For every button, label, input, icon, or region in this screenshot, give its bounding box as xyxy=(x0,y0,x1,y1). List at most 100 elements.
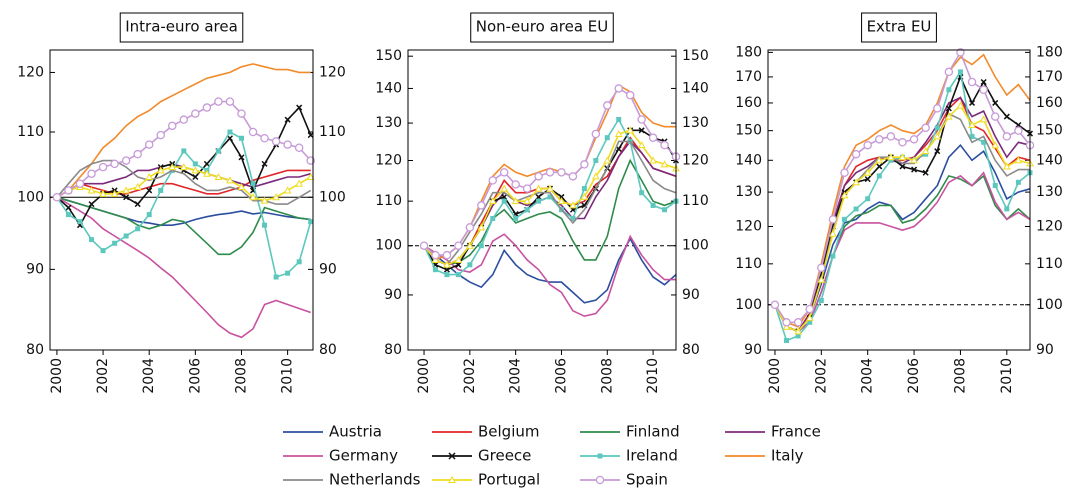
marker xyxy=(307,132,314,139)
legend-label: Ireland xyxy=(626,447,678,465)
marker xyxy=(134,201,141,208)
marker xyxy=(144,140,154,149)
marker xyxy=(637,141,646,149)
marker xyxy=(648,133,658,142)
marker xyxy=(921,123,930,133)
marker xyxy=(545,168,555,177)
marker xyxy=(249,193,257,201)
marker xyxy=(795,333,801,339)
marker xyxy=(1014,156,1023,164)
marker xyxy=(75,179,85,188)
marker xyxy=(614,84,623,93)
marker xyxy=(782,318,791,327)
y-tick-label-right: 180 xyxy=(1036,44,1063,60)
marker xyxy=(818,297,824,303)
marker xyxy=(52,193,62,202)
title-box xyxy=(470,12,614,43)
title-box xyxy=(119,12,244,43)
legend-label: Austria xyxy=(329,423,382,441)
marker xyxy=(488,176,498,185)
marker xyxy=(295,179,304,187)
marker xyxy=(979,115,988,123)
y-tick-label-right: 100 xyxy=(682,238,709,254)
x-tick-label: 2000 xyxy=(416,358,432,394)
marker xyxy=(285,270,291,276)
series-line xyxy=(56,169,311,198)
y-tick-label: 110 xyxy=(17,124,44,140)
marker xyxy=(829,229,837,237)
y-tick-label-right: 80 xyxy=(319,342,337,358)
y-tick-label-right: 130 xyxy=(682,115,709,131)
series-line xyxy=(423,158,677,266)
y-tick-label: 120 xyxy=(375,152,402,168)
marker xyxy=(1015,179,1021,185)
series-line xyxy=(56,196,311,256)
marker xyxy=(226,176,234,184)
marker xyxy=(202,103,212,112)
x-tick-label: 2004 xyxy=(860,358,876,394)
marker xyxy=(158,187,164,193)
marker xyxy=(593,157,599,163)
marker xyxy=(639,190,645,196)
marker xyxy=(87,186,96,194)
y-tick-label: 120 xyxy=(735,218,762,234)
series-line xyxy=(423,233,676,318)
y-tick-label: 160 xyxy=(735,95,762,111)
marker xyxy=(968,120,976,128)
marker xyxy=(921,147,930,155)
y-tick-label: 150 xyxy=(735,123,762,139)
marker xyxy=(523,197,531,205)
marker xyxy=(547,194,553,200)
marker xyxy=(467,262,473,268)
marker xyxy=(981,139,987,145)
plot-frame xyxy=(407,49,677,351)
marker xyxy=(945,105,952,112)
marker xyxy=(99,189,107,197)
marker xyxy=(215,148,221,154)
y-tick-label-right: 90 xyxy=(682,287,700,303)
marker xyxy=(817,263,826,273)
marker xyxy=(237,183,246,191)
marker xyxy=(911,166,918,173)
marker xyxy=(100,248,106,254)
legend-label: Finland xyxy=(626,423,680,441)
y-tick-label-right: 140 xyxy=(682,80,709,96)
y-tick-label-right: 110 xyxy=(682,193,709,209)
y-tick-label-right: 90 xyxy=(319,261,337,277)
x-tick-label: 2002 xyxy=(95,358,111,394)
marker xyxy=(133,183,142,191)
marker xyxy=(296,259,302,265)
marker xyxy=(179,163,188,171)
marker xyxy=(805,313,814,321)
marker xyxy=(89,237,95,243)
marker xyxy=(145,172,154,181)
marker xyxy=(181,148,187,154)
marker xyxy=(123,233,129,239)
marker xyxy=(511,197,520,205)
marker xyxy=(306,156,315,165)
legend-label: Belgium xyxy=(478,423,540,441)
legend-marker xyxy=(448,475,456,483)
marker xyxy=(1015,121,1022,129)
marker xyxy=(604,135,610,141)
marker xyxy=(511,180,520,189)
marker xyxy=(226,135,233,142)
marker xyxy=(851,149,861,159)
marker xyxy=(65,212,71,218)
marker xyxy=(1002,162,1011,170)
marker xyxy=(864,176,871,183)
marker xyxy=(603,101,612,110)
panel-title: Intra-euro area xyxy=(125,18,238,36)
x-tick-label: 2010 xyxy=(999,358,1015,394)
marker xyxy=(637,115,646,124)
marker xyxy=(110,189,119,197)
marker xyxy=(794,327,802,335)
marker xyxy=(886,132,896,141)
marker xyxy=(238,154,245,161)
y-tick-label: 100 xyxy=(375,238,402,254)
y-tick-label-right: 150 xyxy=(1036,123,1063,139)
marker xyxy=(64,186,73,195)
marker xyxy=(865,196,871,202)
marker xyxy=(179,115,189,124)
